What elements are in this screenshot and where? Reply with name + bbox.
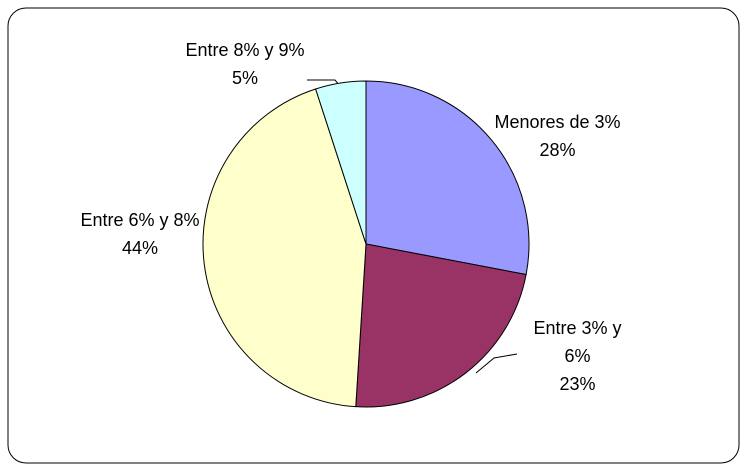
- category-label: Entre 3% y 6%: [533, 318, 622, 366]
- pie-slice: [355, 243, 527, 408]
- category-label: Entre 6% y 8%: [80, 210, 200, 230]
- slice-label: Entre 6% y 8% 44%: [75, 206, 205, 262]
- slice-label: Entre 8% y 9% 5%: [180, 36, 310, 92]
- category-label: Menores de 3%: [494, 112, 621, 132]
- value-label: 23%: [559, 374, 596, 394]
- value-label: 28%: [539, 140, 576, 160]
- pie-slice: [314, 80, 367, 245]
- slice-label: Menores de 3% 28%: [490, 108, 625, 164]
- value-label: 44%: [121, 238, 159, 258]
- value-label: 5%: [231, 68, 258, 88]
- pie-slice: [365, 80, 530, 276]
- slice-label: Entre 3% y 6% 23%: [520, 314, 635, 398]
- category-label: Entre 8% y 9%: [185, 40, 305, 60]
- pie-slice: [202, 88, 367, 408]
- leader-line: [475, 353, 518, 374]
